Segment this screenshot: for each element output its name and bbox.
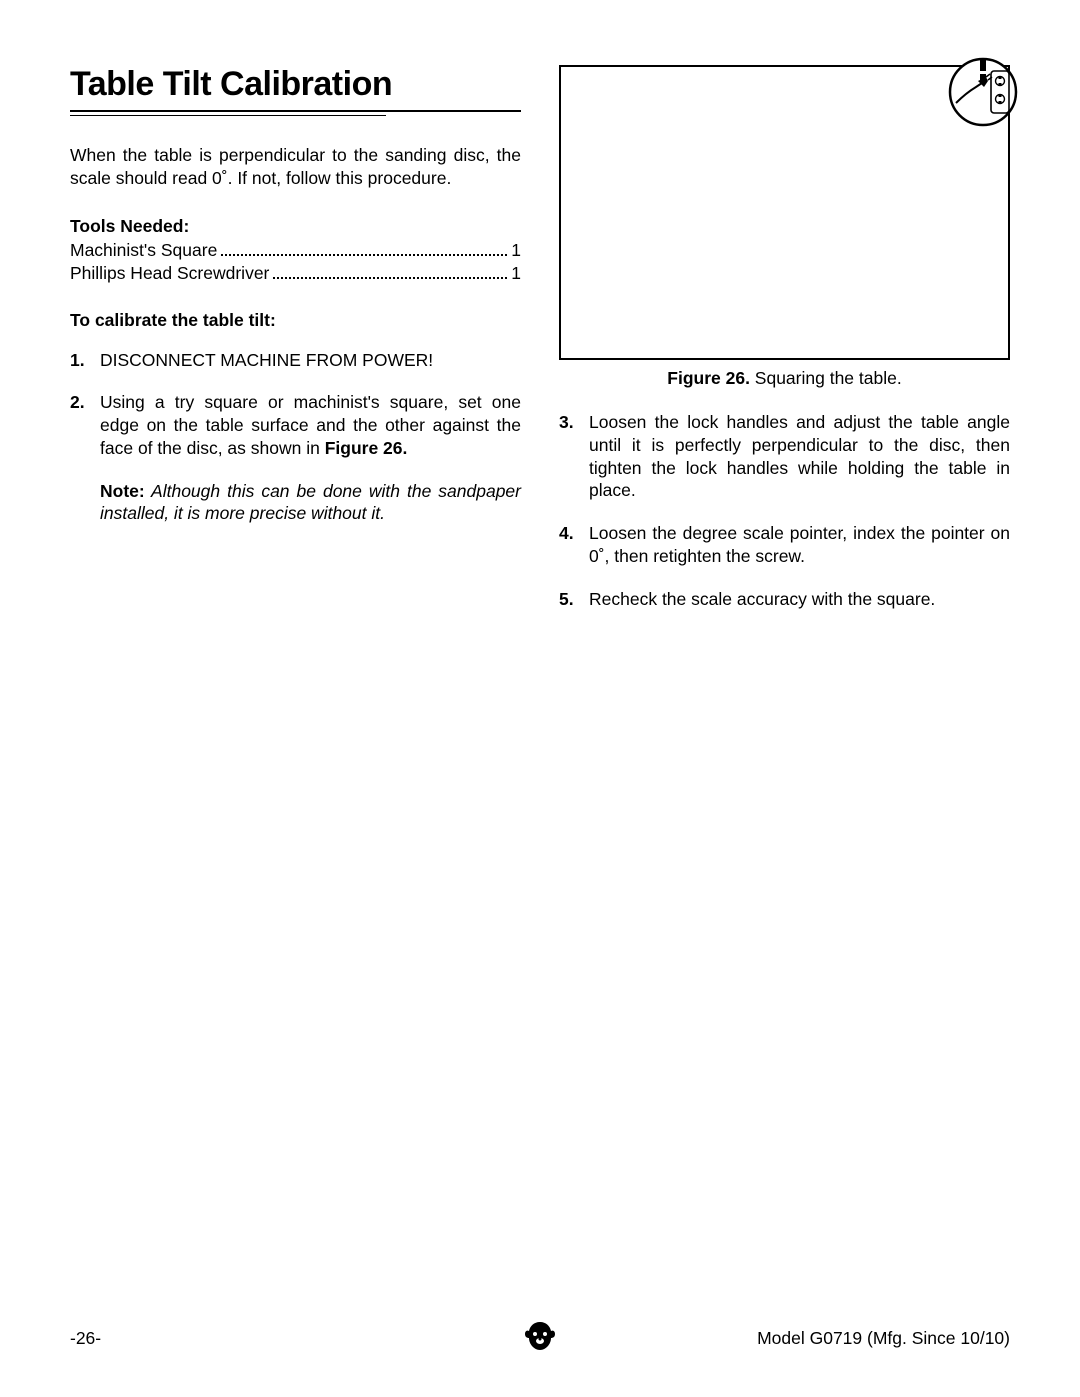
figure-ref: Figure 26.: [325, 438, 408, 458]
step-item: 4. Loosen the degree scale pointer, inde…: [559, 522, 1010, 568]
step-item: 2. Using a try square or machinist's squ…: [70, 391, 521, 459]
step-item: 5. Recheck the scale accuracy with the s…: [559, 588, 1010, 611]
note-block: Note: Although this can be done with the…: [100, 480, 521, 526]
bear-logo-icon: [522, 1318, 558, 1354]
leader-dots: [221, 239, 507, 257]
left-column: Table Tilt Calibration When the table is…: [70, 65, 521, 630]
tool-name: Phillips Head Screwdriver: [70, 263, 269, 284]
page-footer: -26- Model G0719 (Mfg. Since 10/10): [70, 1328, 1010, 1349]
section-title: Table Tilt Calibration: [70, 65, 521, 104]
unplug-warning-icon: [948, 57, 1018, 127]
tool-name: Machinist's Square: [70, 240, 217, 261]
model-info: Model G0719 (Mfg. Since 10/10): [757, 1328, 1010, 1349]
tools-needed-block: Tools Needed: Machinist's Square 1 Phill…: [70, 216, 521, 284]
title-rule-thin: [70, 115, 386, 116]
step-item: 3. Loosen the lock handles and adjust th…: [559, 411, 1010, 502]
page-number: -26-: [70, 1328, 101, 1349]
step-number: 5.: [559, 588, 589, 611]
step-text: Recheck the scale accuracy with the squa…: [589, 588, 1010, 611]
step-text: DISCONNECT MACHINE FROM POWER!: [100, 349, 521, 372]
note-label: Note:: [100, 481, 145, 501]
step-number: 4.: [559, 522, 589, 568]
intro-paragraph: When the table is perpendicular to the s…: [70, 144, 521, 190]
tool-qty: 1: [511, 263, 521, 284]
tool-row: Machinist's Square 1: [70, 239, 521, 262]
step-number: 3.: [559, 411, 589, 502]
tools-heading: Tools Needed:: [70, 216, 521, 237]
figure-box: [559, 65, 1010, 360]
figure-caption-text: Squaring the table.: [750, 368, 902, 388]
leader-dots: [273, 261, 507, 279]
step-text: Loosen the lock handles and adjust the t…: [589, 411, 1010, 502]
main-content: Table Tilt Calibration When the table is…: [70, 65, 1010, 630]
footer-logo: [522, 1318, 558, 1359]
figure-label: Figure 26.: [667, 368, 750, 388]
step-text-span: Using a try square or machinist's square…: [100, 392, 521, 458]
step-text: Using a try square or machinist's square…: [100, 391, 521, 459]
procedure-heading: To calibrate the table tilt:: [70, 310, 521, 331]
step-item: 1. DISCONNECT MACHINE FROM POWER!: [70, 349, 521, 372]
step-number: 1.: [70, 349, 100, 372]
right-column: Figure 26. Squaring the table. 3. Loosen…: [559, 65, 1010, 630]
step-number: 2.: [70, 391, 100, 459]
figure-caption: Figure 26. Squaring the table.: [559, 368, 1010, 389]
tool-row: Phillips Head Screwdriver 1: [70, 261, 521, 284]
step-text: Loosen the degree scale pointer, index t…: [589, 522, 1010, 568]
tool-qty: 1: [511, 240, 521, 261]
title-rule-thick: [70, 110, 521, 112]
note-text: Although this can be done with the sandp…: [100, 481, 521, 524]
